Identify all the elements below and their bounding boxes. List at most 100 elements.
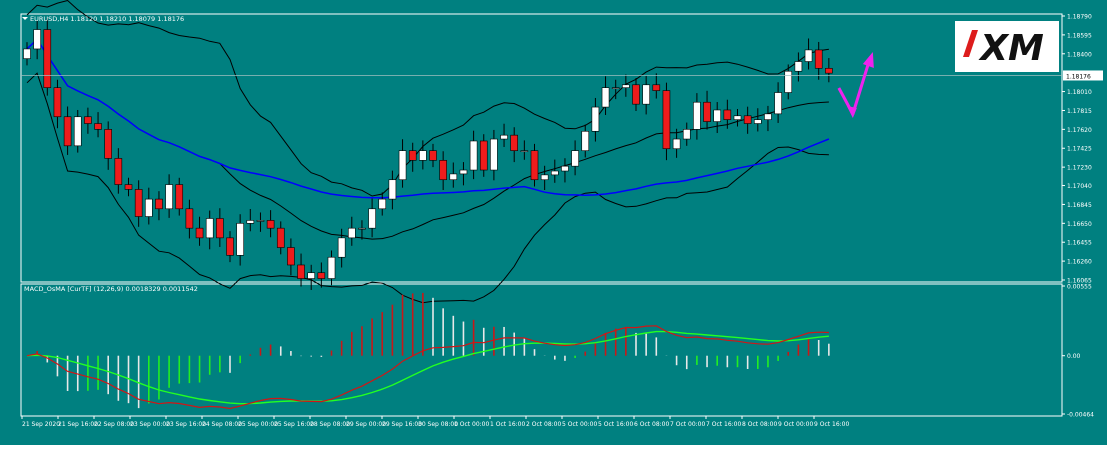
candle-bearish [652,84,661,91]
candle-bullish [601,87,610,108]
candle-bearish [632,84,640,105]
candle-bullish [358,227,366,230]
candle-bearish [63,116,72,147]
price-tick-label: 1.18010 [1067,89,1092,96]
candle-bullish [520,150,529,152]
xm-logo: XM [955,21,1059,72]
macd-lines [26,325,829,410]
candle-bearish [825,68,833,74]
candle-bullish [764,113,772,120]
candle-bearish [287,247,295,266]
candle-bearish [662,90,671,150]
time-tick-label: 6 Oct 08:00 [634,421,669,428]
candle-bearish [703,101,711,122]
candle-bearish [479,140,488,171]
symbol-header: EURUSD,H4 1.18120 1.18210 1.18079 1.1817… [30,15,184,23]
candle-bullish [388,179,397,200]
candle-bullish [73,116,82,147]
candle-bullish [774,92,782,115]
candle-bullish [33,29,41,50]
price-tick-label: 1.18790 [1067,14,1092,21]
current-price-box [1063,70,1103,81]
candle-bullish [165,184,173,210]
candle-bearish [226,237,234,256]
candle-bearish [510,134,519,151]
time-tick-label: 29 Sep 00:00 [346,421,386,428]
candle-bullish [561,165,569,172]
candle-bullish [642,84,650,105]
time-tick-label: 5 Oct 16:00 [598,421,633,428]
moving-average-line [26,38,830,199]
time-tick-label: 23 Sep 16:00 [166,421,206,428]
time-tick-label: 5 Oct 00:00 [562,421,597,428]
candle-bullish [23,48,31,59]
macd-tick-label: -0.00464 [1067,412,1094,419]
price-tick-label: 1.17230 [1067,165,1092,172]
candle-bearish [408,150,417,161]
time-tick-label: 2 Oct 08:00 [526,421,561,428]
candle-bullish [753,119,762,124]
candle-bullish [693,101,701,130]
candle-bearish [114,158,123,185]
price-tick-label: 1.16845 [1067,202,1092,209]
candle-bullish [591,106,600,132]
candle-bullish [236,223,244,256]
candle-bullish [256,220,265,222]
logo-red-mark [963,30,978,57]
time-tick-label: 25 Sep 16:00 [274,421,314,428]
candle-bullish [145,198,153,217]
price-tick-label: 1.16650 [1067,221,1092,228]
candle-bearish [439,160,447,181]
collapse-icon [22,17,28,20]
candle-bullish [337,237,346,258]
candle-bullish [246,220,255,224]
candle-bullish [378,198,387,210]
candle-bearish [743,115,752,124]
candle-bullish [733,115,742,120]
time-tick-label: 30 Sep 08:00 [418,421,458,428]
forecast-arrow [837,52,874,118]
bollinger-upper-line [26,0,829,197]
time-tick-label: 29 Sep 16:00 [382,421,422,428]
candle-bearish [216,218,224,239]
candle-bullish [490,138,498,171]
candle-bullish [581,130,590,151]
candle-bearish [94,123,102,130]
macd-signal-line [26,330,829,405]
time-tick-label: 21 Sep 16:00 [58,421,98,428]
candle-bearish [530,150,539,181]
candle-bullish [327,256,336,279]
candle-bearish [266,220,275,229]
time-tick-label: 7 Oct 00:00 [670,421,705,428]
candle-bullish [205,218,214,239]
candle-bullish [459,169,468,175]
time-tick-label: 9 Oct 00:00 [778,421,813,428]
candle-bullish [571,150,579,167]
candle-bearish [723,109,732,120]
candle-bullish [398,150,407,181]
forecast-arrow-dip [846,106,857,118]
candle-bearish [195,227,204,239]
time-tick-label: 8 Oct 08:00 [742,421,777,428]
logo-text: XM [978,28,1044,69]
time-tick-label: 1 Oct 00:00 [454,421,489,428]
candle-bullish [611,87,620,89]
candle-bullish [307,272,316,279]
candle-bullish [469,140,478,171]
price-tick-label: 1.16065 [1067,278,1092,285]
moving-average [26,38,830,199]
candle-bearish [814,49,823,69]
macd-tick-label: 0.00 [1067,353,1081,360]
bollinger-lower-line [26,72,829,304]
macd-histogram [36,292,830,409]
time-tick-label: 21 Sep 2020 [22,421,60,428]
time-tick-label: 28 Sep 08:00 [310,421,350,428]
time-tick-label: 22 Sep 08:00 [94,421,134,428]
candle-bullish [500,134,508,140]
forecast-arrow-head [862,52,874,68]
time-tick-label: 1 Oct 16:00 [490,421,525,428]
